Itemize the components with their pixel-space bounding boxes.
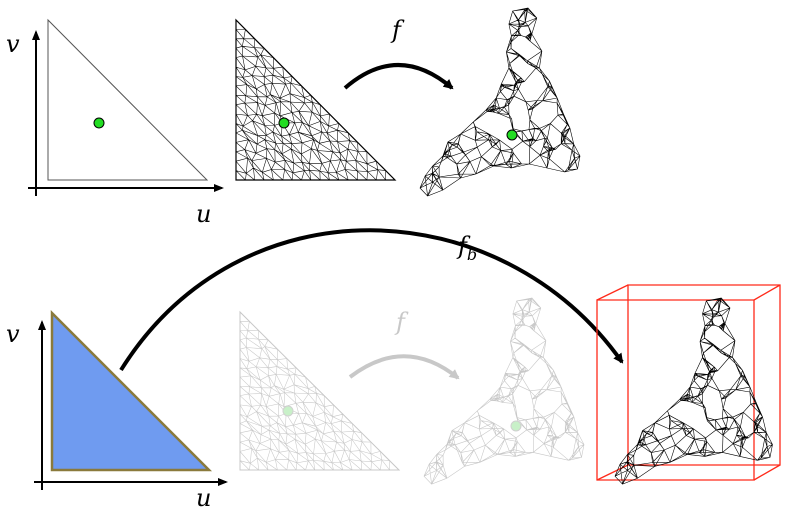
top-axis-u-label: u bbox=[196, 200, 211, 228]
top-mesh-point bbox=[278, 117, 290, 129]
bottom-mesh-point-faded bbox=[282, 405, 294, 417]
bottom-param-triangle bbox=[50, 309, 213, 472]
bottom-row: u v f fb bbox=[6, 228, 781, 512]
bottom-mesh-triangle-faded bbox=[239, 310, 401, 471]
bottom-surface-mesh bbox=[614, 297, 773, 485]
composite-label-sub: b bbox=[467, 245, 477, 264]
bottom-composite-map-arrow bbox=[119, 228, 624, 372]
top-uv-axes: u v bbox=[6, 30, 224, 228]
top-param-triangle bbox=[47, 18, 209, 181]
top-map-arrow bbox=[343, 63, 454, 90]
top-surface-mesh bbox=[419, 7, 581, 197]
top-mesh-triangle bbox=[235, 18, 397, 181]
bottom-map-label-faded: f bbox=[394, 308, 409, 336]
bottom-surface-point-faded bbox=[510, 420, 522, 432]
top-surface-point bbox=[506, 129, 518, 141]
top-axis-v-label: v bbox=[6, 30, 20, 58]
bounding-box bbox=[596, 284, 781, 481]
bottom-map-arrow-faded bbox=[348, 354, 460, 380]
bottom-axis-v-label: v bbox=[6, 320, 20, 348]
bottom-composite-map-label: fb bbox=[456, 232, 477, 264]
top-row: u v f bbox=[6, 7, 581, 228]
bottom-axis-u-label: u bbox=[196, 484, 211, 512]
bottom-surface-mesh-faded bbox=[423, 297, 585, 485]
bottom-uv-axes: u v bbox=[6, 320, 228, 512]
top-map-label: f bbox=[390, 16, 405, 44]
top-param-point bbox=[93, 117, 105, 129]
